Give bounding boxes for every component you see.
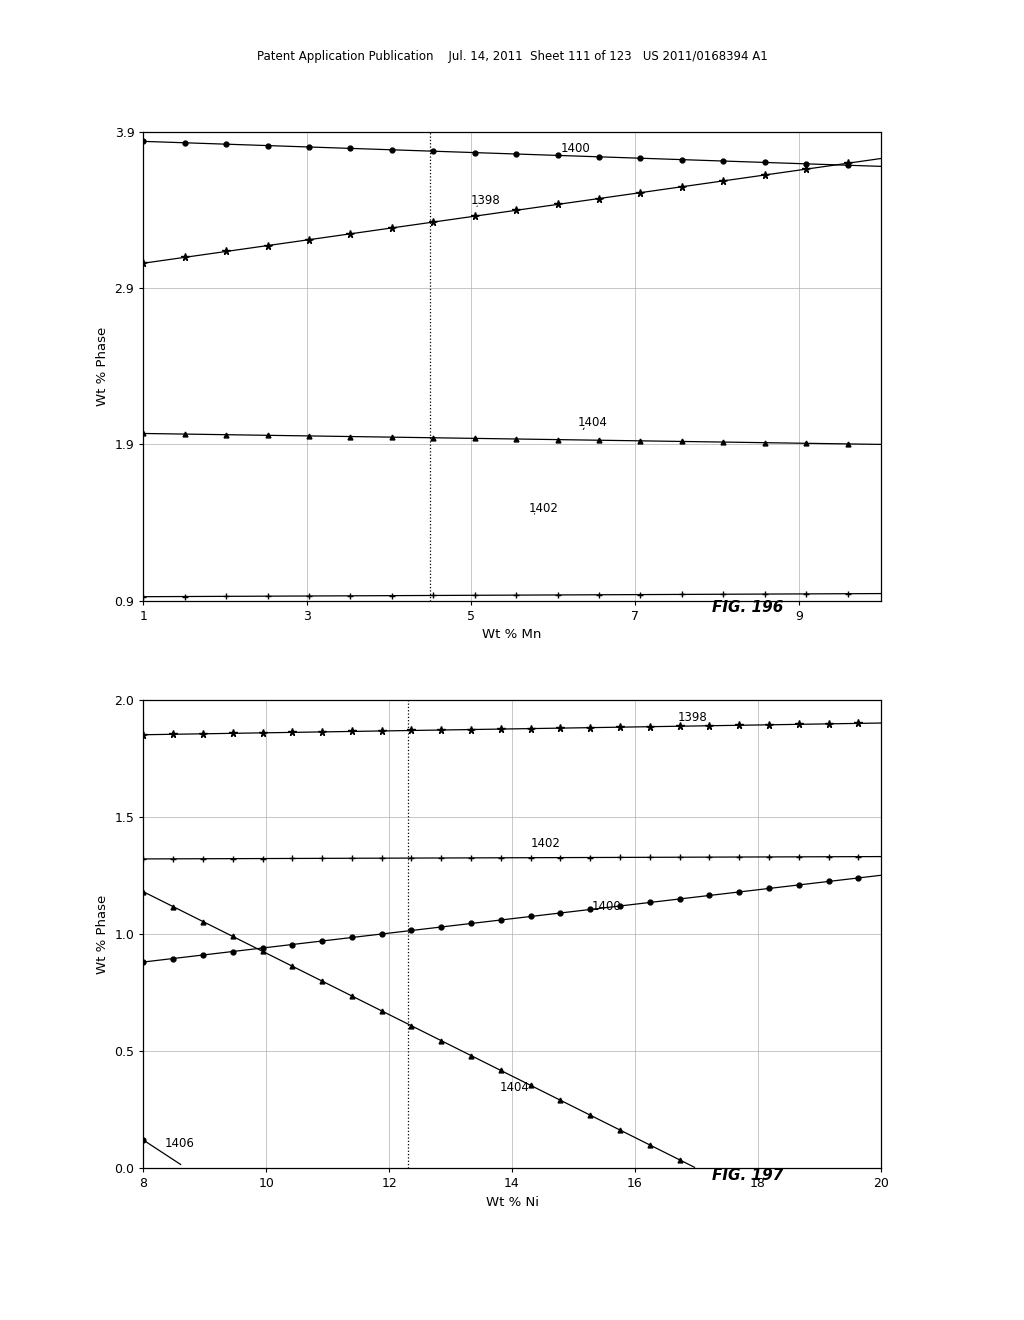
Text: FIG. 197: FIG. 197 — [712, 1168, 783, 1183]
Text: FIG. 196: FIG. 196 — [712, 601, 783, 615]
Text: 1400: 1400 — [592, 900, 622, 913]
Text: 1398: 1398 — [678, 710, 708, 723]
Text: Patent Application Publication    Jul. 14, 2011  Sheet 111 of 123   US 2011/0168: Patent Application Publication Jul. 14, … — [257, 50, 767, 63]
X-axis label: Wt % Ni: Wt % Ni — [485, 1196, 539, 1209]
Text: 1400: 1400 — [561, 143, 591, 156]
Text: 1404: 1404 — [500, 1081, 529, 1094]
Text: 1398: 1398 — [471, 194, 501, 207]
Text: 1404: 1404 — [578, 416, 607, 429]
Text: 1406: 1406 — [165, 1137, 195, 1150]
X-axis label: Wt % Mn: Wt % Mn — [482, 628, 542, 642]
Y-axis label: Wt % Phase: Wt % Phase — [96, 326, 109, 407]
Text: 1402: 1402 — [530, 837, 560, 850]
Y-axis label: Wt % Phase: Wt % Phase — [96, 894, 109, 974]
Text: 1402: 1402 — [528, 502, 558, 515]
